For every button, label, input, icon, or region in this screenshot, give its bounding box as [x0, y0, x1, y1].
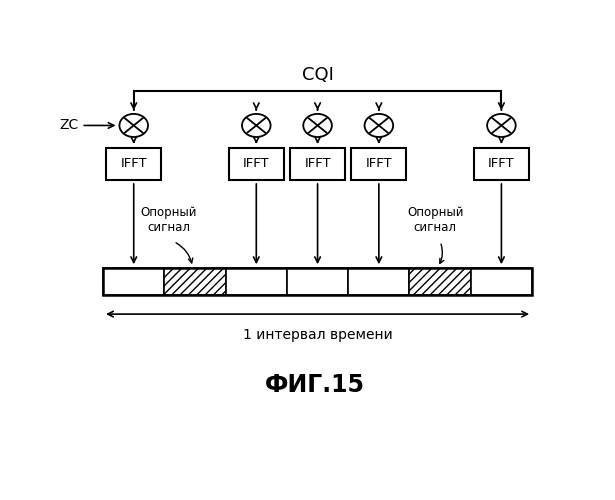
Bar — [164, 268, 226, 295]
Text: 1 интервал времени: 1 интервал времени — [243, 328, 392, 342]
Text: IFFT: IFFT — [304, 158, 331, 170]
Bar — [410, 268, 470, 295]
Text: Опорный
сигнал: Опорный сигнал — [141, 206, 197, 234]
Bar — [229, 148, 284, 180]
Bar — [474, 148, 529, 180]
Text: IFFT: IFFT — [121, 158, 147, 170]
Text: Опорный
сигнал: Опорный сигнал — [407, 206, 464, 234]
Bar — [287, 268, 348, 295]
Text: IFFT: IFFT — [488, 158, 515, 170]
Bar — [103, 268, 164, 295]
Text: ZC: ZC — [60, 118, 79, 132]
Bar — [290, 148, 345, 180]
Text: ФИГ.15: ФИГ.15 — [265, 374, 365, 398]
Bar — [103, 268, 532, 295]
Text: CQI: CQI — [301, 66, 333, 84]
Bar — [164, 268, 226, 295]
Text: IFFT: IFFT — [243, 158, 269, 170]
Bar — [348, 268, 410, 295]
Bar — [410, 268, 470, 295]
Bar — [351, 148, 407, 180]
Bar — [106, 148, 161, 180]
Text: IFFT: IFFT — [365, 158, 392, 170]
Bar — [470, 268, 532, 295]
Bar — [226, 268, 287, 295]
